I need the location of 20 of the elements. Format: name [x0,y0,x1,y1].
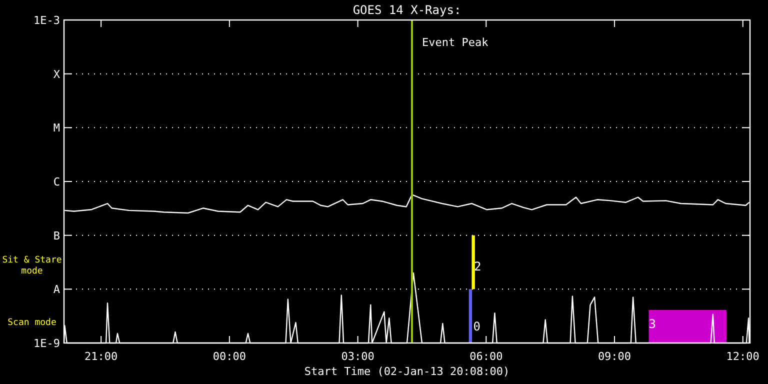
y-tick-label: M [53,122,60,135]
x-tick-label: 09:00 [598,350,632,363]
chart-title: GOES 14 X-Rays: [352,3,462,17]
x-axis-title: Start Time (02-Jan-13 20:08:00) [304,365,510,378]
text: Sit & Stare mode [2,255,62,276]
y-tick-label: C [53,176,60,188]
x-tick-label: 21:00 [84,350,118,363]
y-tick-label: 1E-9 [34,337,60,350]
ref-line-label: Event Peak [422,36,489,49]
x-tick-label: 00:00 [212,350,246,363]
annotation: 0 [473,320,480,334]
y-tick-label: A [53,283,60,296]
x-tick-label: 06:00 [470,350,503,363]
y-tick-label: B [53,229,60,242]
annotation: 3 [648,316,656,331]
y-tick-label: 1E-3 [34,14,60,27]
text: Scan mode [8,318,56,328]
x-tick-label: 12:00 [726,350,760,363]
x-tick-label: 03:00 [341,350,374,363]
y-tick-label: X [53,68,60,81]
